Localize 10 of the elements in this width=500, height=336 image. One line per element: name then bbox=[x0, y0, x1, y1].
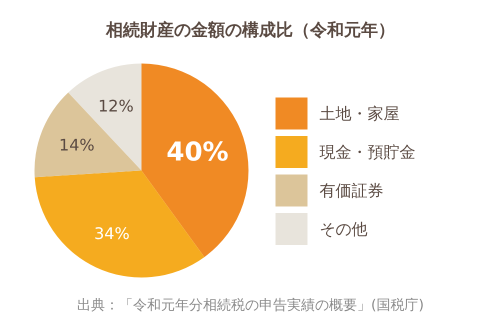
chart-title: 相続財産の金額の構成比（令和元年） bbox=[105, 20, 395, 40]
data-label: 14% bbox=[59, 135, 95, 154]
data-label: 34% bbox=[94, 224, 130, 243]
data-label: 12% bbox=[98, 96, 134, 116]
source-note: 出典：「令和元年分相続税の申告実績の概要」(国税庁) bbox=[77, 298, 424, 314]
data-label: 40% bbox=[166, 137, 229, 168]
legend-label: 現金・預貯金 bbox=[320, 142, 416, 162]
legend-label: 土地・家屋 bbox=[320, 104, 400, 123]
legend-label: その他 bbox=[320, 220, 368, 238]
legend-label: 有価証券 bbox=[320, 181, 384, 200]
